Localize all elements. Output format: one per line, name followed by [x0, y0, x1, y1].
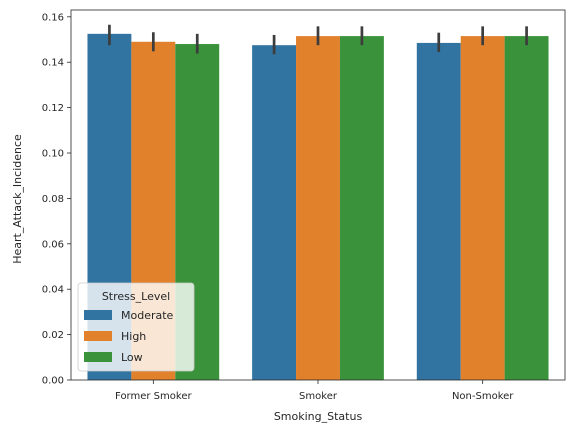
legend-title: Stress_Level: [102, 290, 170, 303]
y-tick-label-0: 0.00: [42, 376, 64, 387]
bar-high-1: [296, 36, 340, 380]
x-tick-label-2: Non-Smoker: [452, 391, 514, 402]
y-tick-label-7: 0.14: [42, 58, 64, 69]
legend-label-high: High: [121, 330, 146, 343]
y-axis-label: Heart_Attack_Incidence: [11, 134, 24, 264]
y-tick-label-4: 0.08: [42, 194, 64, 205]
y-tick-label-2: 0.04: [42, 285, 64, 296]
legend-swatch-low: [84, 352, 112, 362]
y-tick-label-8: 0.16: [42, 12, 64, 23]
legend: Stress_Level Moderate High Low: [77, 282, 195, 372]
x-tick-label-0: Former Smoker: [115, 391, 192, 402]
y-tick-label-3: 0.06: [42, 239, 64, 250]
bar-high-2: [460, 36, 505, 380]
axes-layer: 0.00 0.02 0.04 0.06 0.08 0.10 0.12 0.14 0.16 Form…: [42, 9, 566, 402]
legend-box: [77, 282, 195, 372]
bar-moderate-2: [416, 42, 461, 380]
bar-moderate-1: [252, 45, 297, 380]
legend-label-moderate: Moderate: [121, 309, 174, 322]
legend-label-low: Low: [121, 351, 143, 364]
y-tick-label-6: 0.12: [42, 103, 64, 114]
legend-swatch-high: [84, 331, 112, 341]
bar-low-1: [339, 36, 384, 380]
error-bars-layer: [108, 24, 528, 55]
x-tick-label-1: Smoker: [299, 391, 338, 402]
y-tick-label-1: 0.02: [42, 330, 64, 341]
bars-layer: [87, 33, 549, 381]
bar-low-2: [504, 36, 549, 380]
legend-swatch-moderate: [84, 310, 112, 320]
y-tick-label-5: 0.10: [42, 149, 64, 160]
x-axis-label: Smoking_Status: [274, 410, 363, 423]
